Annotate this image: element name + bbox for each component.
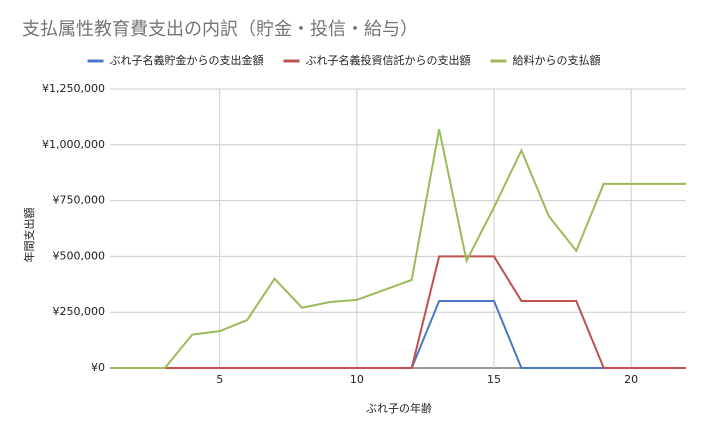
x-tick-label: 10 <box>350 373 364 386</box>
chart-title: 支払属性教育費支出の内訳（貯金・投信・給与） <box>22 19 418 40</box>
y-tick-label: ¥250,000 <box>53 305 106 318</box>
x-tick-label: 5 <box>216 373 223 386</box>
y-tick-label: ¥0 <box>91 361 105 374</box>
y-tick-label: ¥500,000 <box>53 249 106 262</box>
y-tick-label: ¥1,250,000 <box>42 82 105 95</box>
x-tick-label: 15 <box>487 373 501 386</box>
x-tick-label: 20 <box>624 373 638 386</box>
y-axis-label: 年間支出額 <box>22 208 36 263</box>
legend-label: ぶれ子名義投資信託からの支出額 <box>306 53 471 67</box>
legend-label: ぶれ子名義貯金からの支出金額 <box>110 53 264 67</box>
y-tick-label: ¥750,000 <box>53 194 106 207</box>
x-axis-label: ぶれ子の年齢 <box>366 401 432 415</box>
series-line <box>110 128 686 369</box>
series-line <box>110 255 686 369</box>
y-tick-label: ¥1,000,000 <box>42 138 105 151</box>
legend-label: 給料からの支払額 <box>513 53 601 67</box>
